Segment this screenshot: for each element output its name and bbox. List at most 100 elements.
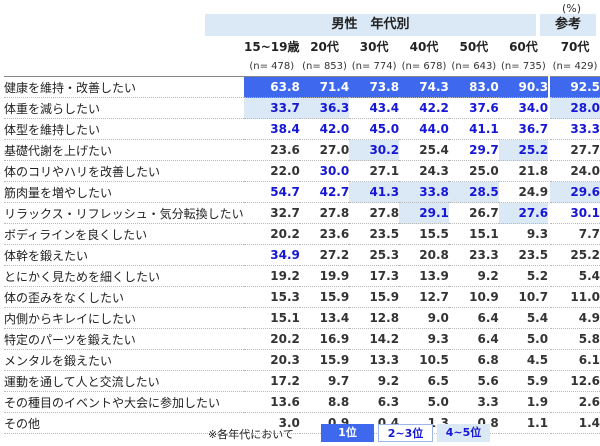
table-row: 体幹を鍛えたい 34.9 27.2 25.3 20.8 23.3 23.5 25.2: [4, 244, 600, 266]
value-cell: 71.4: [299, 76, 350, 98]
value-cell: 25.3: [349, 244, 400, 266]
value-cell: 27.7: [548, 139, 600, 161]
table-row: 運動を通して人と交流したい 17.2 9.7 9.2 6.5 5.6 5.9 12.6: [4, 370, 600, 392]
row-label: 体幹を鍛えたい: [4, 244, 244, 266]
value-cell: 23.6: [299, 223, 350, 245]
value-cell: 33.7: [243, 97, 300, 119]
value-cell: 9.2: [349, 370, 400, 392]
value-cell: 25.2: [548, 244, 600, 266]
row-label: 特定のパーツを鍛えたい: [4, 328, 244, 350]
column-header: 50代: [459, 39, 489, 54]
table-row: 筋肉量を増やしたい 54.7 42.7 41.3 33.8 28.5 24.9 29.6: [4, 181, 600, 203]
value-cell: 14.2: [349, 328, 400, 350]
survey-table: 15~19歳 20代 30代 40代 50代 60代 70代 (n= 478) …: [4, 36, 600, 434]
table-row: 内側からキレイにしたい 15.1 13.4 12.8 9.0 6.4 5.4 4.9: [4, 307, 600, 329]
row-label: その他: [4, 412, 244, 434]
value-cell: 17.3: [349, 265, 400, 287]
legend-note: ※各年代において: [208, 428, 294, 441]
value-cell: 27.1: [349, 160, 400, 182]
value-cell: 20.2: [243, 223, 300, 245]
value-cell: 15.9: [299, 286, 350, 308]
column-header: 40代: [409, 39, 439, 54]
row-label: 体重を減らしたい: [4, 97, 244, 119]
value-cell: 9.3: [498, 223, 550, 245]
value-cell: 6.8: [448, 349, 499, 371]
value-cell: 15.5: [399, 223, 449, 245]
value-cell: 33.8: [399, 181, 449, 203]
value-cell: 12.6: [548, 370, 600, 392]
value-cell: 12.7: [399, 286, 449, 308]
value-cell: 13.6: [243, 391, 300, 413]
value-cell: 74.3: [399, 76, 449, 98]
value-cell: 25.4: [399, 139, 449, 161]
legend-rank4-5: 4~5位: [437, 424, 490, 442]
table-row: 体型を維持したい 38.4 42.0 45.0 44.0 41.1 36.7 33.3: [4, 118, 600, 140]
value-cell: 32.7: [243, 202, 300, 224]
value-cell: 6.4: [448, 328, 499, 350]
value-cell: 54.7: [243, 181, 300, 203]
sample-size: (n= 735): [498, 56, 550, 77]
value-cell: 10.5: [399, 349, 449, 371]
value-cell: 9.2: [448, 265, 499, 287]
value-cell: 19.9: [299, 265, 350, 287]
value-cell: 27.8: [349, 202, 400, 224]
table-row: 特定のパーツを鍛えたい 20.2 16.9 14.2 9.3 6.4 5.0 5.8: [4, 328, 600, 350]
table-row: 体の歪みをなくしたい 15.3 15.9 15.9 12.7 10.9 10.7 11.0: [4, 286, 600, 308]
value-cell: 5.9: [498, 370, 550, 392]
corner-cell: [4, 56, 244, 77]
row-label: 基礎代謝を上げたい: [4, 139, 244, 161]
value-cell: 36.7: [498, 118, 550, 140]
value-cell: 42.0: [299, 118, 350, 140]
value-cell: 27.2: [299, 244, 350, 266]
sample-size: (n= 643): [448, 56, 499, 77]
value-cell: 24.0: [548, 160, 600, 182]
value-cell: 43.4: [349, 97, 400, 119]
value-cell: 6.5: [399, 370, 449, 392]
value-cell: 24.3: [399, 160, 449, 182]
sample-size: (n= 853): [299, 56, 350, 77]
value-cell: 5.4: [548, 265, 600, 287]
value-cell: 30.2: [349, 139, 400, 161]
value-cell: 29.1: [399, 202, 449, 224]
value-cell: 17.2: [243, 370, 300, 392]
row-label: メンタルを鍛えたい: [4, 349, 244, 371]
value-cell: 9.3: [399, 328, 449, 350]
row-label: 健康を維持・改善したい: [4, 76, 244, 98]
row-label: 体の歪みをなくしたい: [4, 286, 244, 308]
value-cell: 1.4: [548, 412, 600, 434]
value-cell: 90.3: [498, 76, 550, 98]
value-cell: 9.0: [399, 307, 449, 329]
male-age-group-header: 男性 年代別: [205, 14, 536, 36]
value-cell: 11.0: [548, 286, 600, 308]
column-header-row: 15~19歳 20代 30代 40代 50代 60代 70代: [4, 36, 600, 56]
value-cell: 15.9: [349, 286, 400, 308]
value-cell: 2.6: [548, 391, 600, 413]
value-cell: 15.1: [243, 307, 300, 329]
value-cell: 34.9: [243, 244, 300, 266]
value-cell: 33.3: [548, 118, 600, 140]
value-cell: 38.4: [243, 118, 300, 140]
legend-rank1: 1位: [321, 424, 374, 442]
column-header: 15~19歳: [244, 39, 300, 54]
value-cell: 21.8: [498, 160, 550, 182]
value-cell: 5.0: [498, 328, 550, 350]
table-row: リラックス・リフレッシュ・気分転換したい 32.7 27.8 27.8 29.1 26.7…: [4, 202, 600, 224]
value-cell: 42.7: [299, 181, 350, 203]
value-cell: 83.0: [448, 76, 499, 98]
value-cell: 23.5: [349, 223, 400, 245]
value-cell: 92.5: [548, 76, 600, 98]
value-cell: 4.5: [498, 349, 550, 371]
value-cell: 25.2: [498, 139, 550, 161]
row-label: 内側からキレイにしたい: [4, 307, 244, 329]
table-row: とにかく見ためを細くしたい 19.2 19.9 17.3 13.9 9.2 5.2 5.4: [4, 265, 600, 287]
value-cell: 73.8: [349, 76, 400, 98]
value-cell: 27.8: [299, 202, 350, 224]
value-cell: 6.4: [448, 307, 499, 329]
value-cell: 3.3: [448, 391, 499, 413]
value-cell: 6.1: [548, 349, 600, 371]
value-cell: 63.8: [243, 76, 300, 98]
value-cell: 25.0: [448, 160, 499, 182]
value-cell: 1.9: [498, 391, 550, 413]
value-cell: 27.0: [299, 139, 350, 161]
value-cell: 45.0: [349, 118, 400, 140]
